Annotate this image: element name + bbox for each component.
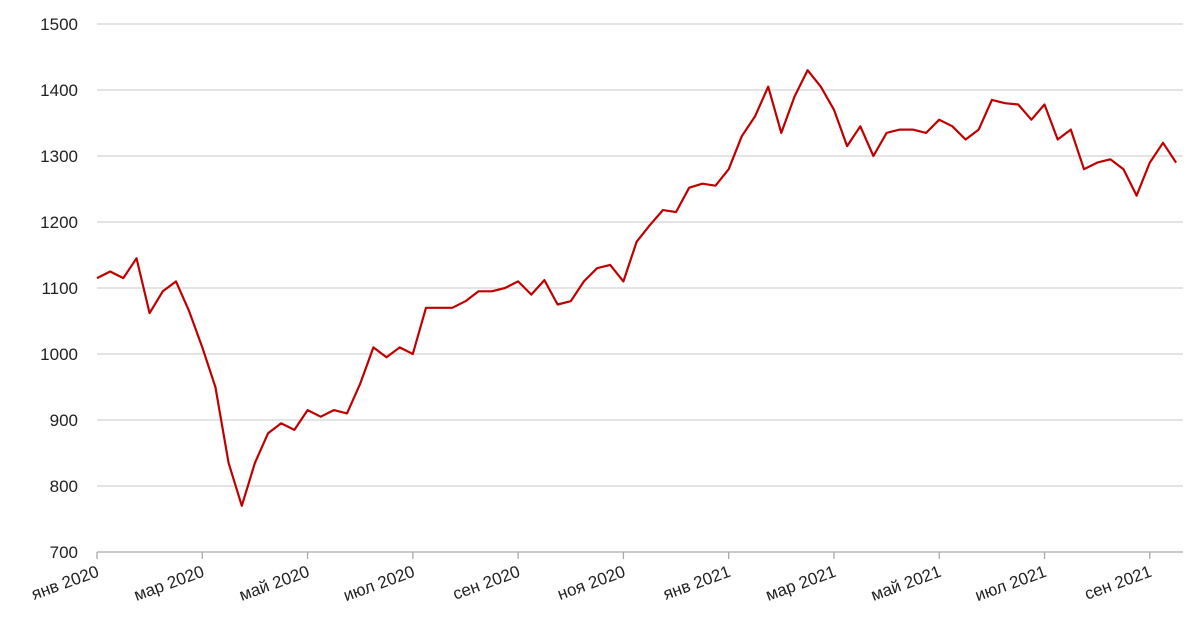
x-tick-label: июл 2021 xyxy=(973,562,1049,605)
y-tick-label: 700 xyxy=(50,543,78,562)
y-tick-label: 1000 xyxy=(40,345,78,364)
x-tick-label: май 2020 xyxy=(237,562,312,605)
y-tick-label: 1500 xyxy=(40,15,78,34)
x-tick-label: июл 2020 xyxy=(341,562,417,605)
x-tick-label: сен 2020 xyxy=(450,562,522,604)
y-tick-label: 800 xyxy=(50,477,78,496)
series-line xyxy=(96,69,1178,507)
x-tick-label: ноя 2020 xyxy=(555,562,628,604)
x-tick-label: сен 2021 xyxy=(1082,562,1154,604)
x-tick-label: янв 2020 xyxy=(29,562,101,604)
x-tick-label: янв 2021 xyxy=(661,562,733,604)
x-tick-label: мар 2021 xyxy=(763,562,838,605)
y-tick-label: 1100 xyxy=(41,279,78,298)
x-tick-label: май 2021 xyxy=(868,562,943,605)
y-tick-label: 1400 xyxy=(40,81,78,100)
y-tick-label: 1300 xyxy=(40,147,78,166)
y-tick-label: 900 xyxy=(50,411,78,430)
x-tick-label: мар 2020 xyxy=(131,562,206,605)
y-tick-label: 1200 xyxy=(40,213,78,232)
